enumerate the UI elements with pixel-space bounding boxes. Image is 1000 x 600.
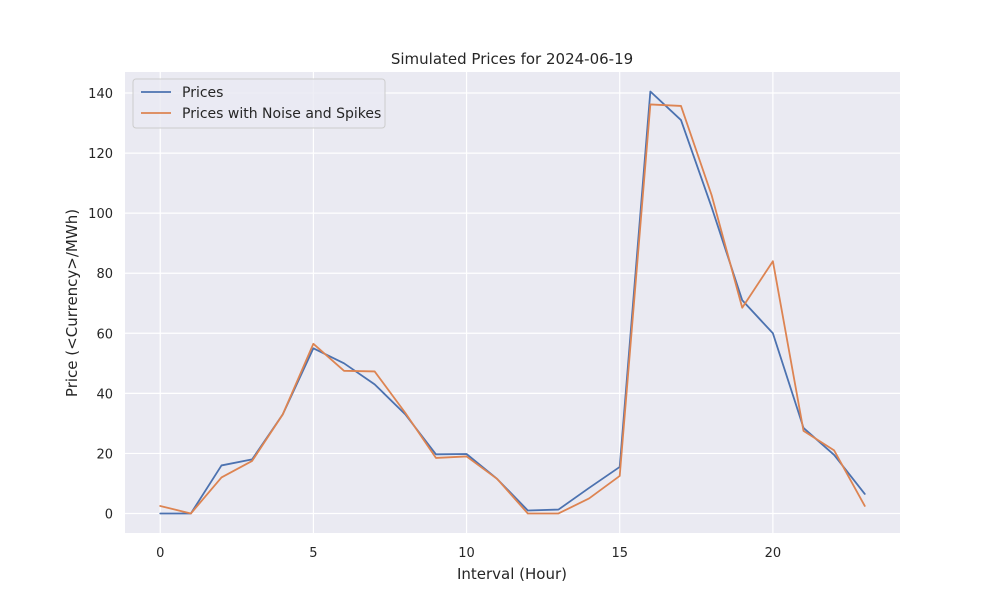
y-tick-labels: 0 20 40 60 80 100 120 140 xyxy=(88,87,113,522)
legend: Prices Prices with Noise and Spikes xyxy=(132,78,386,129)
y-tick-label: 100 xyxy=(88,207,113,222)
series-layer xyxy=(159,90,866,515)
y-tick-label: 80 xyxy=(96,267,113,282)
x-tick-label: 5 xyxy=(309,546,317,561)
y-tick-label: 120 xyxy=(88,147,113,162)
legend-box xyxy=(132,78,386,129)
y-tick-label: 140 xyxy=(88,87,113,102)
x-tick-label: 15 xyxy=(611,546,628,561)
x-tick-label: 10 xyxy=(458,546,475,561)
x-axis-label: Interval (Hour) xyxy=(457,565,567,583)
y-tick-label: 40 xyxy=(96,387,113,402)
plot-background xyxy=(125,72,900,533)
x-tick-label: 20 xyxy=(765,546,782,561)
x-tick-label: 0 xyxy=(156,546,164,561)
legend-label-prices-with-noise: Prices with Noise and Spikes xyxy=(182,106,381,122)
series-line-1 xyxy=(159,103,866,515)
chart-title: Simulated Prices for 2024-06-19 xyxy=(391,50,633,68)
y-gridlines xyxy=(125,92,900,515)
y-tick-label: 20 xyxy=(96,447,113,462)
x-tick-labels: 0 5 10 15 20 xyxy=(156,546,781,561)
y-tick-label: 0 xyxy=(105,507,113,522)
y-tick-label: 60 xyxy=(96,327,113,342)
legend-label-prices: Prices xyxy=(182,85,223,101)
y-axis-label: Price (<Currency>/MWh) xyxy=(63,209,81,397)
